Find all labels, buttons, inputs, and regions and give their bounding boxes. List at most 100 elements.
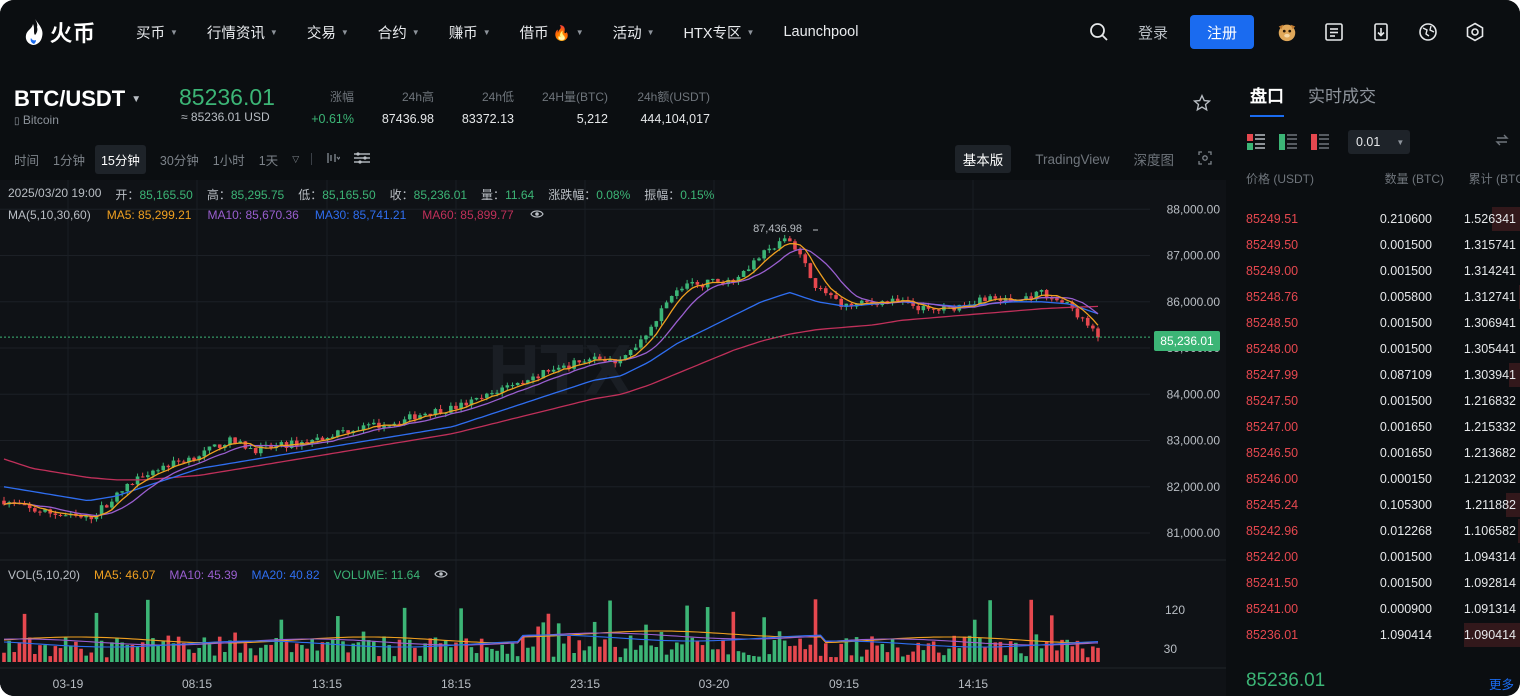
volume-bar [120,642,124,662]
ask-row[interactable]: 85249.51 0.210600 1.526341 [1230,206,1520,232]
volume-bar [438,643,443,662]
vol-ma10: MA10: 45.39 [169,568,238,582]
volume-bar [988,600,992,662]
pair-selector[interactable]: BTC/USDT ▼ [14,86,141,112]
view-tradingview[interactable]: TradingView [1035,151,1110,167]
ask-qty: 0.001500 [1379,238,1432,252]
ask-row[interactable]: 85247.00 0.001650 1.215332 [1230,414,1520,440]
screenshot-icon[interactable] [1198,150,1212,168]
candle-body [192,457,196,461]
settings-icon[interactable] [1464,21,1486,43]
candle-body [146,475,150,478]
candle-body [238,441,243,444]
candle-body [500,387,505,393]
interval-time[interactable]: 时间 [14,153,40,168]
ask-row[interactable]: 85247.50 0.001500 1.216832 [1230,388,1520,414]
avatar-icon[interactable] [1276,21,1298,43]
nav-item[interactable]: 行情资讯 ▼ [207,22,278,43]
ask-row[interactable]: 85248.76 0.005800 1.312741 [1230,284,1520,310]
depth-bar [1518,519,1520,543]
favorite-star-icon[interactable] [1192,93,1212,117]
precision-select[interactable]: 0.01 ▼ [1348,130,1410,154]
nav-item[interactable]: 交易 ▼ [307,22,349,43]
both-sides-icon[interactable] [1246,133,1266,151]
kline-chart[interactable]: 88,000.0087,000.0086,000.0085,000.0084,0… [0,180,1226,696]
interval-1h[interactable]: 1小时 [212,153,245,168]
nav-item[interactable]: 合约 ▼ [378,22,420,43]
interval-30m[interactable]: 30分钟 [159,153,199,168]
nav-item[interactable]: 赚币 ▼ [449,22,491,43]
nav-item[interactable]: 活动 ▼ [613,22,655,43]
more-intervals-chevron-icon[interactable]: ▽ [292,153,300,164]
interval-1m[interactable]: 1分钟 [53,153,85,168]
brand-logo[interactable]: 火币 [24,16,124,48]
volume-bar [654,647,659,662]
candle-body [484,393,489,398]
candle-body [936,309,941,311]
nav-item[interactable]: 借币 🔥 ▼ [520,22,584,43]
volume-bar [1044,641,1049,662]
volume-bar [84,655,88,662]
bids-only-icon[interactable] [1278,133,1298,151]
candle-body [1060,300,1064,303]
volume-bar [469,647,474,662]
login-link[interactable]: 登录 [1137,24,1168,42]
candle-body [623,355,628,360]
ask-price: 85246.00 [1246,472,1299,486]
ask-row[interactable]: 85241.00 0.000900 1.091314 [1230,596,1520,622]
volume-bar [649,645,653,662]
chart-settings-icon[interactable] [354,151,371,167]
ask-row[interactable]: 85248.00 0.001500 1.305441 [1230,336,1520,362]
asks-only-icon[interactable] [1310,133,1330,151]
volume-value: VOLUME: 11.64 [333,568,420,582]
volume-bar [479,638,484,662]
view-basic[interactable]: 基本版 [954,145,1012,173]
volume-bar [207,644,212,662]
ask-row[interactable]: 85241.50 0.001500 1.092814 [1230,570,1520,596]
language-icon[interactable] [1417,21,1439,43]
indicator-icon[interactable] [326,152,341,167]
brand-name: 火币 [50,21,97,46]
candle-body [38,511,42,513]
search-icon[interactable] [1088,21,1110,43]
candle-body [741,270,746,277]
nav-item[interactable]: Launchpool [783,24,858,40]
eye-icon[interactable] [434,568,448,582]
ask-row[interactable]: 85249.00 0.001500 1.314241 [1230,258,1520,284]
volume-bar [500,644,505,662]
ask-row[interactable]: 85249.50 0.001500 1.315741 [1230,232,1520,258]
volume-bar [1080,648,1085,662]
candle-body [151,470,155,476]
interval-1d[interactable]: 1天 [258,153,279,168]
ask-qty: 0.001500 [1379,394,1432,408]
nav-item[interactable]: 买币 ▼ [136,22,178,43]
candle-body [628,349,633,356]
ask-row[interactable]: 85248.50 0.001500 1.306941 [1230,310,1520,336]
interval-15m[interactable]: 15分钟 [94,144,146,174]
orders-icon[interactable] [1323,21,1345,43]
ask-row[interactable]: 85242.00 0.001500 1.094314 [1230,544,1520,570]
tab-orderbook[interactable]: 盘口 [1250,82,1284,117]
download-icon[interactable] [1370,21,1392,43]
nav-item[interactable]: HTX专区 ▼ [684,22,755,43]
ask-row[interactable]: 85246.50 0.001650 1.213682 [1230,440,1520,466]
volume-bar [294,643,299,662]
ask-row[interactable]: 85242.96 0.012268 1.106582 [1230,518,1520,544]
register-button[interactable]: 注册 [1190,15,1254,49]
view-depth[interactable]: 深度图 [1133,153,1175,168]
ma60-line [3,305,1099,481]
open-label: 开： [115,188,140,202]
eye-icon[interactable] [530,208,544,222]
candle-body [197,456,201,461]
switch-icon[interactable] [1494,132,1510,153]
ask-row[interactable]: 85245.24 0.105300 1.211882 [1230,492,1520,518]
ask-row[interactable]: 85246.00 0.000150 1.212032 [1230,466,1520,492]
ask-row[interactable]: 85247.99 0.087109 1.303941 [1230,362,1520,388]
more-link[interactable]: 更多 [1488,678,1514,692]
candle-body [520,382,525,384]
tab-trades[interactable]: 实时成交 [1308,87,1376,106]
candle-body [449,405,453,413]
ask-cum: 1.094314 [1463,550,1516,564]
ask-row[interactable]: 85236.01 1.090414 1.090414 [1230,622,1520,648]
volume-bar [695,640,700,662]
